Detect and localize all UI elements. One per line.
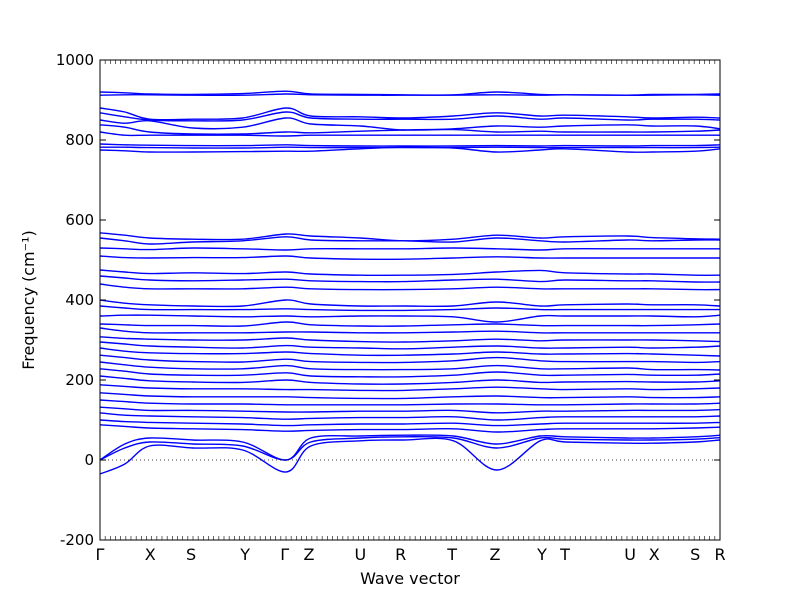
band-15	[99, 269, 721, 277]
x-tick-label: Z	[303, 545, 314, 564]
band-18	[99, 299, 721, 308]
y-tick-label: 600	[65, 211, 94, 229]
x-tick-label: R	[714, 545, 725, 564]
x-tick-label: Y	[239, 545, 250, 564]
x-tick-label: Y	[536, 545, 547, 564]
band-21	[99, 321, 721, 327]
band-10	[99, 146, 721, 153]
x-tick-label: T	[559, 545, 570, 564]
band-7	[99, 131, 720, 137]
x-tick-label: X	[145, 545, 156, 564]
band-32	[99, 399, 721, 406]
phonon-bands	[99, 90, 721, 475]
band-19	[99, 305, 720, 312]
x-tick-label: Γ	[280, 545, 289, 564]
y-tick-label: 800	[65, 131, 94, 149]
band-26	[99, 354, 721, 364]
x-tick-label: U	[355, 545, 367, 564]
y-tick-label: 0	[84, 451, 94, 469]
band-36	[99, 424, 721, 433]
band-25	[99, 347, 721, 357]
band-16	[99, 275, 721, 283]
band-38	[99, 435, 721, 461]
band-28	[99, 368, 721, 378]
x-axis-label: Wave vector	[360, 569, 460, 588]
band-17	[99, 283, 721, 291]
band-22	[99, 327, 720, 334]
band-20	[99, 314, 721, 323]
band-35	[99, 419, 721, 427]
band-23	[99, 336, 721, 343]
band-33	[99, 406, 721, 414]
band-14	[99, 255, 720, 261]
y-tick-label: 200	[65, 371, 94, 389]
band-3	[99, 107, 721, 121]
band-13	[99, 247, 720, 251]
x-tick-label: Z	[489, 545, 500, 564]
band-30	[99, 384, 721, 392]
x-tick-label: T	[446, 545, 457, 564]
x-tick-label: X	[649, 545, 660, 564]
band-6	[99, 124, 721, 135]
y-tick-label: -200	[60, 531, 94, 549]
band-24	[99, 341, 721, 350]
band-12	[99, 236, 721, 245]
y-axis-label: Frequency (cm⁻¹)	[19, 230, 38, 369]
x-tick-label: S	[186, 545, 196, 564]
band-39	[99, 437, 721, 475]
band-37	[99, 434, 721, 461]
band-27	[99, 361, 721, 371]
y-axis-ticks: -200 0 200 400 600 800 1000	[56, 51, 720, 549]
x-tick-label: U	[624, 545, 636, 564]
x-tick-label: R	[395, 545, 406, 564]
band-31	[99, 392, 721, 400]
x-tick-label: S	[690, 545, 700, 564]
y-tick-label: 400	[65, 291, 94, 309]
y-tick-label: 1000	[56, 51, 94, 69]
band-8	[99, 143, 721, 147]
band-34	[99, 412, 721, 421]
band-29	[99, 375, 721, 385]
band-4	[99, 111, 721, 122]
x-tick-label: Γ	[96, 545, 105, 564]
band-2	[99, 93, 721, 97]
